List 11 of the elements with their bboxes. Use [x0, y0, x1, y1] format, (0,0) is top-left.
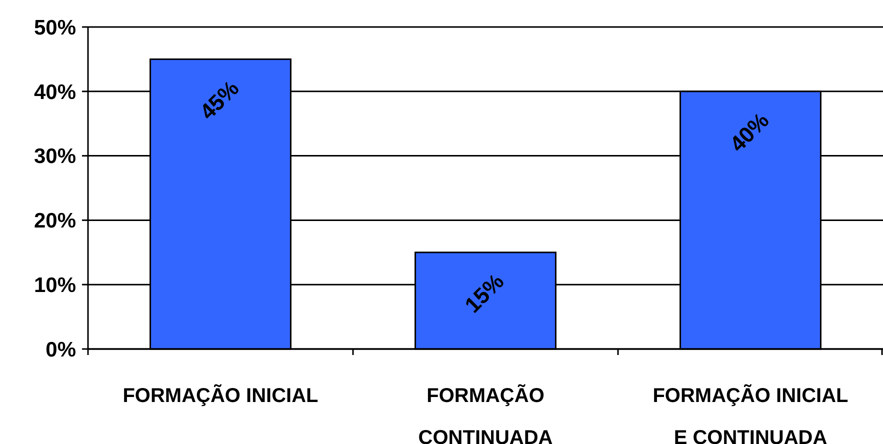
x-tick-label: FORMAÇÃO CONTINUADA — [418, 384, 553, 444]
y-tick-label: 50% — [34, 16, 76, 40]
data-label: 45% — [194, 76, 244, 124]
y-tick-label: 40% — [34, 80, 76, 104]
y-tick-label: 0% — [46, 338, 76, 362]
y-tick-label: 20% — [34, 210, 76, 233]
y-tick-label: 30% — [34, 145, 76, 168]
y-tick-label: 10% — [34, 274, 76, 297]
data-label: 40% — [724, 108, 774, 157]
x-tick-label: FORMAÇÃO INICIAL E CONTINUADA — [652, 384, 848, 444]
x-tick-label: FORMAÇÃO INICIAL — [122, 384, 318, 407]
